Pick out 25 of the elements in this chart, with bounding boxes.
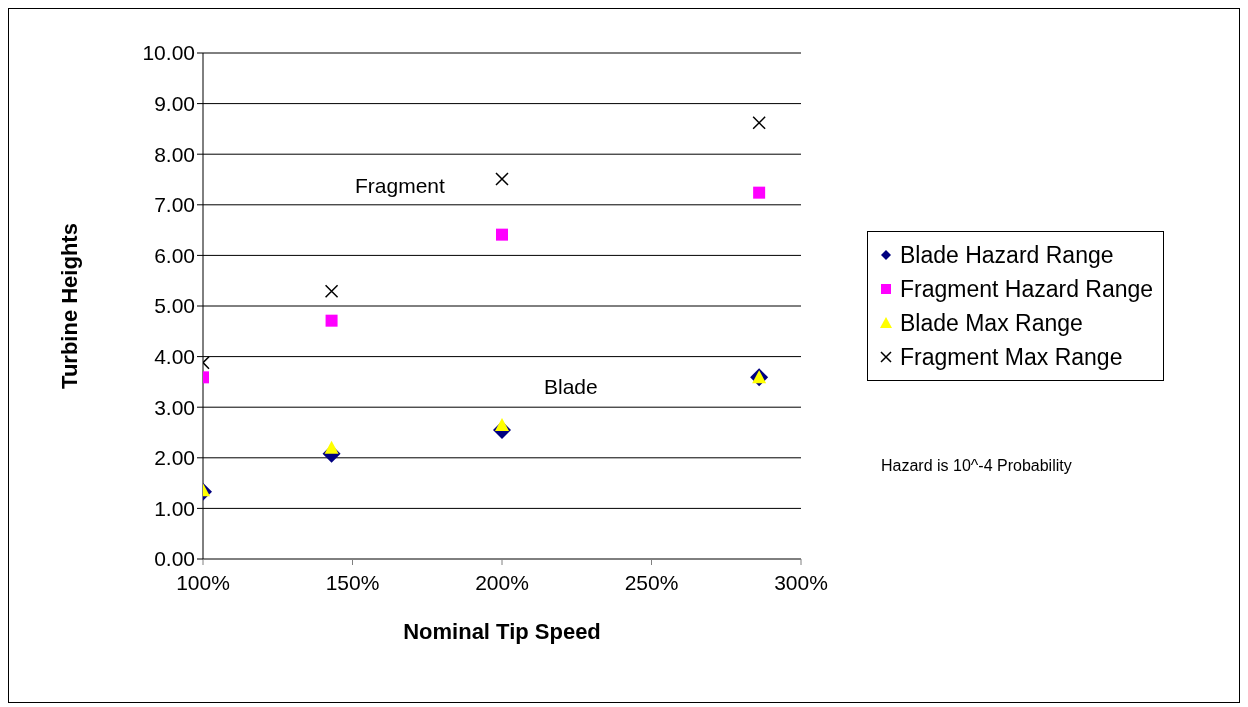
- y-tick-label: 3.00: [154, 395, 195, 419]
- x-tick-label: 300%: [774, 570, 828, 594]
- legend-label: Blade Max Range: [900, 309, 1083, 338]
- legend-label: Blade Hazard Range: [900, 241, 1114, 270]
- y-axis-title: Turbine Heights: [56, 223, 82, 389]
- y-tick-label: 1.00: [154, 496, 195, 520]
- text: Hazard is 10^-4 Probability: [881, 457, 1072, 475]
- y-tick-label: 4.00: [154, 345, 195, 369]
- x-tick-label: 100%: [176, 570, 230, 594]
- y-tick-label: 8.00: [154, 142, 195, 166]
- x-tick-label: 150%: [325, 570, 380, 594]
- y-tick-label: 7.00: [154, 193, 195, 217]
- y-tick-label: 9.00: [154, 92, 195, 116]
- legend-label: Fragment Max Range: [900, 343, 1123, 372]
- annotation: Blade: [544, 375, 598, 399]
- y-tick-label: 2.00: [154, 446, 195, 470]
- y-tick-label: 0.00: [154, 547, 195, 571]
- x-tick-label: 200%: [475, 570, 529, 594]
- y-tick-label: 6.00: [154, 243, 195, 267]
- y-tick-label: 5.00: [154, 294, 195, 318]
- legend-label: Fragment Hazard Range: [900, 275, 1154, 304]
- y-tick-label: 10.00: [142, 41, 195, 65]
- x-axis-title: Nominal Tip Speed: [403, 619, 601, 644]
- x-tick-label: 250%: [624, 570, 679, 594]
- annotation: Fragment: [355, 174, 445, 198]
